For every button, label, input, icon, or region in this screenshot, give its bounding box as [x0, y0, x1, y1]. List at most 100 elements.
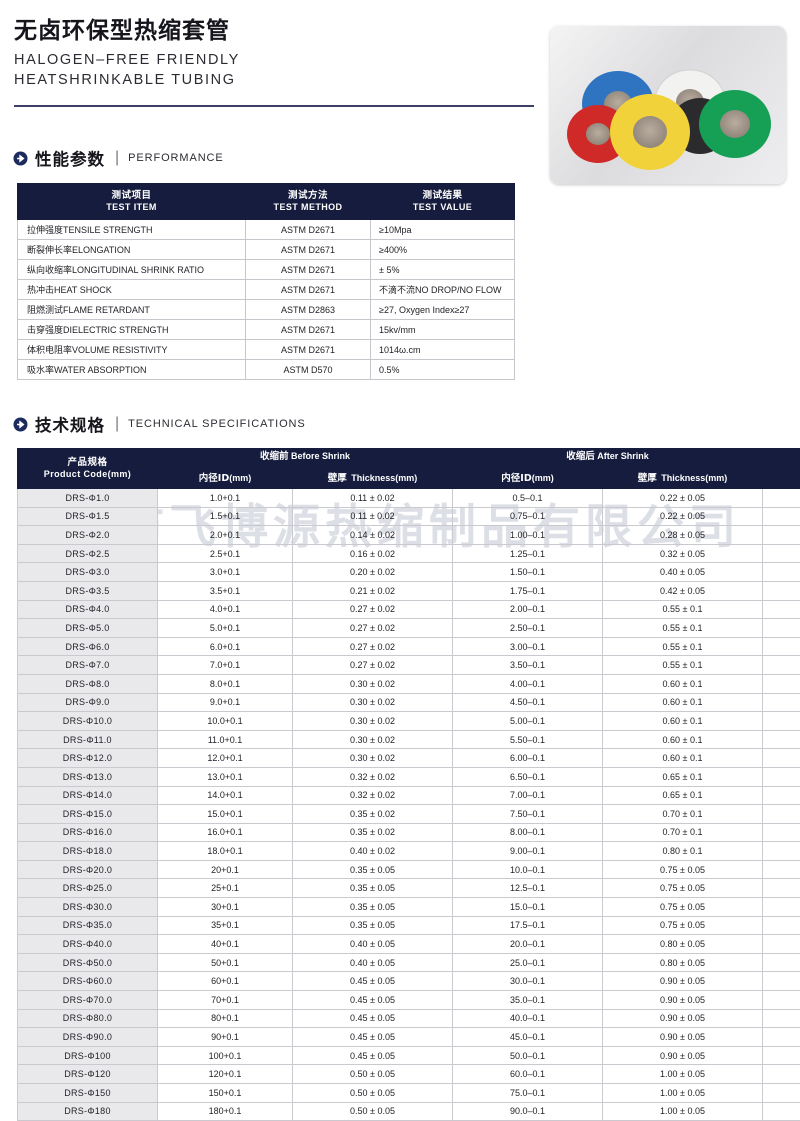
spec-group-after-shrink-en: After Shrink [597, 451, 649, 461]
spec-product-code: DRS-Φ3.0 [18, 563, 158, 582]
performance-test-item: 断裂伸长率ELONGATION [18, 240, 246, 260]
performance-test-item-cn: 吸水率 [27, 366, 54, 376]
spec-before-id: 3.0+0.1 [158, 563, 293, 582]
spec-after-id: 1.25–0.1 [453, 544, 603, 563]
spec-product-code: DRS-Φ8.0 [18, 674, 158, 693]
spec-before-id: 40+0.1 [158, 935, 293, 954]
spec-packing: 100 [763, 730, 800, 749]
spec-packing: 25 [763, 916, 800, 935]
spec-product-code: DRS-Φ13.0 [18, 767, 158, 786]
spec-before-id: 180+0.1 [158, 1102, 293, 1121]
spec-after-thickness: 1.00 ± 0.05 [603, 1102, 763, 1121]
spec-before-id: 10.0+0.1 [158, 712, 293, 731]
spec-product-code: DRS-Φ10.0 [18, 712, 158, 731]
spec-packing: 100 [763, 674, 800, 693]
spec-after-id: 75.0–0.1 [453, 1084, 603, 1103]
spec-after-id: 1.75–0.1 [453, 581, 603, 600]
spec-after-id: 8.00–0.1 [453, 823, 603, 842]
spec-packing: 25 [763, 972, 800, 991]
spec-product-code: DRS-Φ20.0 [18, 860, 158, 879]
performance-heading-separator: | [115, 149, 119, 167]
performance-col-test-value-cn: 测试结果 [373, 190, 512, 202]
performance-test-item-en: ELONGATION [72, 245, 130, 255]
spec-after-id: 40.0–0.1 [453, 1009, 603, 1028]
spec-table: 产品规格 Product Code(mm) 收缩前 Before Shrink … [17, 448, 800, 1121]
spec-after-id: 12.5–0.1 [453, 879, 603, 898]
spec-before-id: 60+0.1 [158, 972, 293, 991]
spec-product-code: DRS-Φ35.0 [18, 916, 158, 935]
performance-col-test-item-en: TEST ITEM [20, 202, 243, 213]
spec-after-id: 2.00–0.1 [453, 600, 603, 619]
spec-product-code: DRS-Φ12.0 [18, 749, 158, 768]
performance-test-value: ≥400% [371, 240, 515, 260]
performance-heading-en: PERFORMANCE [128, 152, 223, 164]
spec-after-id: 3.50–0.1 [453, 656, 603, 675]
spec-after-id: 5.50–0.1 [453, 730, 603, 749]
spec-before-id: 90+0.1 [158, 1028, 293, 1047]
spec-packing: 25 [763, 935, 800, 954]
spec-before-id: 80+0.1 [158, 1009, 293, 1028]
performance-test-value: ≥10Mpa [371, 220, 515, 240]
spec-col-product-code-cn: 产品规格 [20, 457, 155, 469]
spec-after-id: 30.0–0.1 [453, 972, 603, 991]
spec-group-before-shrink-cn: 收缩前 [260, 451, 289, 462]
spec-heading-cn: 技术规格 [35, 412, 105, 436]
performance-col-test-method: 测试方法 TEST METHOD [246, 184, 371, 220]
performance-test-item: 体积电阻率VOLUME RESISTIVITY [18, 340, 246, 360]
spec-before-id: 1.0+0.1 [158, 489, 293, 508]
spec-before-thickness: 0.45 ± 0.05 [293, 1028, 453, 1047]
spec-before-id: 20+0.1 [158, 860, 293, 879]
spec-before-thickness: 0.27 ± 0.02 [293, 637, 453, 656]
spec-product-code: DRS-Φ5.0 [18, 619, 158, 638]
spec-after-thickness: 0.22 ± 0.05 [603, 507, 763, 526]
performance-test-item: 纵向收缩率LONGITUDINAL SHRINK RATIO [18, 260, 246, 280]
spec-packing: 100 [763, 619, 800, 638]
spec-after-thickness: 0.60 ± 0.1 [603, 712, 763, 731]
spec-before-id: 25+0.1 [158, 879, 293, 898]
spec-before-thickness: 0.40 ± 0.05 [293, 953, 453, 972]
spec-packing: 25 [763, 1046, 800, 1065]
spec-packing: 100 [763, 749, 800, 768]
spec-after-id: 3.00–0.1 [453, 637, 603, 656]
spec-col-before-id-en: (mm) [229, 473, 251, 483]
tubing-rolls-illustration [550, 26, 786, 184]
spec-before-id: 1.5+0.1 [158, 507, 293, 526]
spec-packing: 100 [763, 842, 800, 861]
spec-after-id: 1.00–0.1 [453, 526, 603, 545]
spec-heading-separator: | [115, 415, 119, 433]
performance-test-item-en: FLAME RETARDANT [63, 305, 150, 315]
performance-test-item-en: TENSILE STRENGTH [63, 225, 153, 235]
performance-test-item-en: WATER ABSORPTION [54, 365, 147, 375]
spec-after-id: 17.5–0.1 [453, 916, 603, 935]
performance-test-item-en: VOLUME RESISTIVITY [72, 345, 168, 355]
spec-col-before-thickness: 壁厚 Thickness(mm) [293, 466, 453, 489]
spec-after-thickness: 0.90 ± 0.05 [603, 1028, 763, 1047]
spec-product-code: DRS-Φ15.0 [18, 805, 158, 824]
spec-packing: 200 [763, 526, 800, 545]
spec-product-code: DRS-Φ180 [18, 1102, 158, 1121]
spec-col-packing: 包装 M/ ROLL [763, 449, 800, 489]
spec-packing: 100 [763, 656, 800, 675]
performance-test-item-cn: 断裂伸长率 [27, 246, 72, 256]
spec-packing: 100 [763, 860, 800, 879]
spec-before-id: 12.0+0.1 [158, 749, 293, 768]
spec-after-thickness: 0.80 ± 0.05 [603, 935, 763, 954]
spec-after-id: 50.0–0.1 [453, 1046, 603, 1065]
spec-col-before-id: 内径ID(mm) [158, 466, 293, 489]
spec-after-id: 9.00–0.1 [453, 842, 603, 861]
spec-before-thickness: 0.40 ± 0.02 [293, 842, 453, 861]
spec-before-id: 16.0+0.1 [158, 823, 293, 842]
spec-after-id: 6.00–0.1 [453, 749, 603, 768]
spec-product-code: DRS-Φ90.0 [18, 1028, 158, 1047]
